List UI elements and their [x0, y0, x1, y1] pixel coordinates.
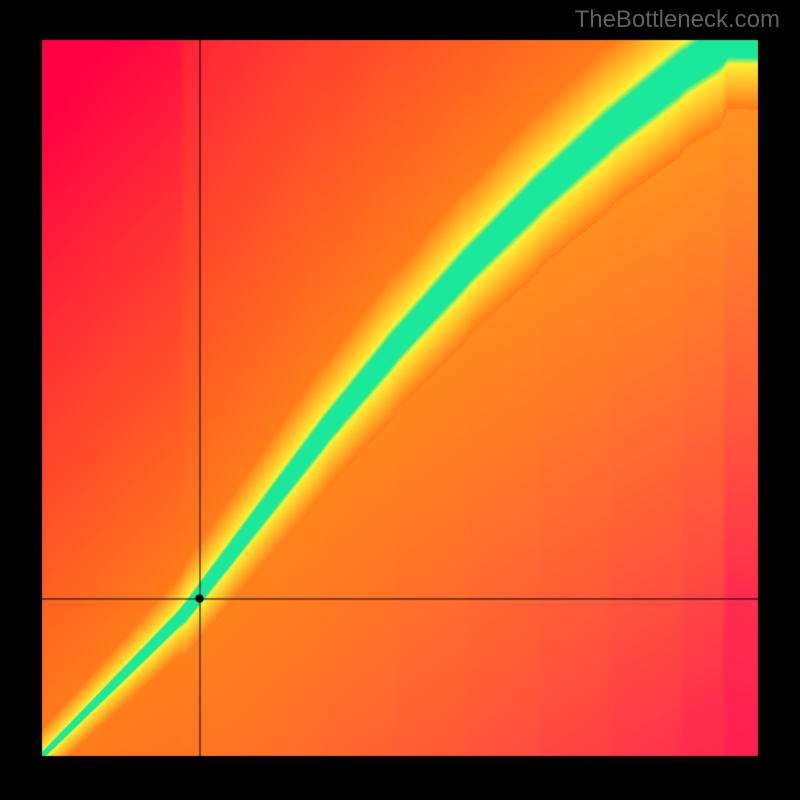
chart-container: TheBottleneck.com: [0, 0, 800, 800]
watermark-text: TheBottleneck.com: [575, 6, 780, 34]
bottleneck-heatmap: [0, 0, 800, 800]
